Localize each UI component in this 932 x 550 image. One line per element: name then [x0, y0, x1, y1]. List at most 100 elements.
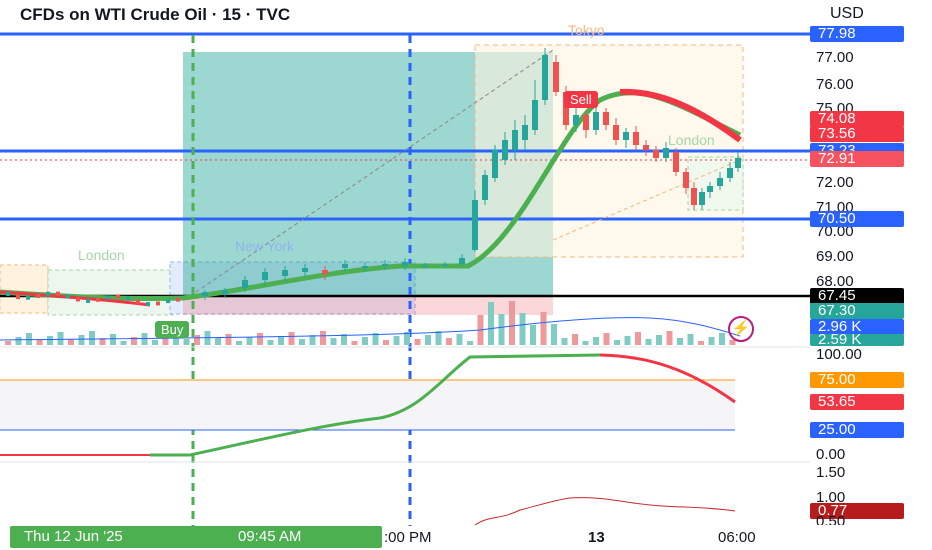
oscillator-band [0, 380, 735, 430]
time-label: :00 PM [384, 529, 432, 546]
candle-body [663, 148, 669, 158]
candle-body [222, 290, 228, 294]
volume-bar [99, 338, 106, 345]
currency-label[interactable]: USD [830, 5, 864, 22]
volume-bar [351, 341, 358, 345]
badge-72-91: 72.91 [810, 151, 904, 167]
candle-body [422, 265, 428, 267]
volume-bar [603, 333, 610, 345]
volume-bar [614, 340, 620, 345]
volume-bar [624, 336, 631, 345]
crosshair-time: 09:45 AM [238, 528, 302, 545]
volume-bar [698, 341, 704, 345]
candle-body [146, 301, 150, 306]
candle-body [322, 270, 328, 274]
candle-body [402, 262, 408, 266]
osc-tick: 0.00 [816, 446, 846, 463]
volume-bar [593, 337, 599, 345]
volume-bar [299, 339, 305, 345]
candle-body [623, 132, 629, 140]
price-tick: 77.00 [816, 49, 854, 66]
volume-bar [225, 334, 232, 345]
volume-bar [582, 341, 589, 345]
candle-body [36, 293, 40, 298]
volume-bar [677, 338, 683, 345]
indicator-tick: 0.50 [816, 514, 846, 525]
buy-signal-tag[interactable]: Buy [155, 321, 190, 338]
volume-bar [509, 301, 515, 345]
indicator-tick: 1.50 [816, 464, 846, 481]
candle-body [96, 297, 100, 302]
volume-bar [393, 336, 400, 345]
badge-73-56: 73.56 [810, 126, 904, 142]
candle-body [522, 125, 528, 140]
candle-body [46, 291, 50, 296]
candle-body [6, 292, 10, 296]
volume-bar [719, 333, 725, 345]
volume-bar [435, 331, 442, 345]
session-label-tokyo: Tokyo [568, 22, 605, 38]
volume-bar [89, 331, 95, 345]
session-label-london: London [78, 247, 125, 263]
volume-bar [236, 341, 242, 345]
volume-bar [372, 333, 379, 345]
badge-indicator-0-77: 0.77 [810, 503, 904, 519]
volume-bar [267, 340, 274, 345]
volume-bar [162, 336, 169, 345]
volume-bar [425, 335, 431, 345]
badge-volume-2-59k: 2.59 K [810, 334, 904, 346]
price-tick: 72.00 [816, 174, 854, 191]
volume-bar [288, 332, 295, 345]
volume-bar [26, 333, 32, 345]
volume-bar [519, 313, 526, 345]
candle-body [633, 132, 639, 145]
badge-volume-2-96k: 2.96 K [810, 319, 904, 335]
volume-bar [341, 334, 347, 345]
candle-body [482, 175, 488, 200]
volume-bar [666, 331, 673, 345]
session-box [0, 264, 49, 314]
price-tick: 70.00 [816, 223, 854, 240]
ma-line-red [0, 290, 151, 307]
volume-bar [572, 334, 578, 345]
candle-body [86, 298, 90, 303]
candle-body [16, 295, 20, 300]
ma-ribbon-red [619, 88, 742, 143]
badge-osc-25: 25.00 [810, 422, 904, 438]
volume-bar [540, 312, 547, 345]
candle-body [302, 268, 308, 272]
candle-body [136, 299, 140, 304]
volume-bar [215, 338, 221, 345]
candle-body [542, 55, 548, 100]
candle-body [683, 172, 689, 188]
candle-body [707, 186, 713, 192]
candle-body [202, 292, 208, 296]
volume-bar [68, 339, 74, 345]
candle-body [492, 150, 498, 178]
candle-body [156, 301, 160, 306]
badge-67-45: 67.45 [810, 288, 904, 304]
volume-bar [78, 335, 85, 345]
candle-body [593, 112, 599, 130]
volume-bar [57, 332, 64, 345]
sell-signal-tag[interactable]: Sell [564, 91, 598, 108]
candle-body [727, 168, 733, 178]
volume-bar [15, 337, 22, 345]
volume-bar [446, 338, 452, 345]
price-tick: 68.00 [816, 273, 854, 290]
tokyo-trend-line [552, 159, 741, 241]
volume-bar [362, 337, 368, 345]
volume-bar [645, 339, 652, 345]
candle-body [603, 112, 609, 125]
candle-body [26, 295, 30, 300]
flash-icon[interactable]: ⚡ [728, 316, 754, 342]
volume-bar [498, 314, 505, 345]
candle-body [583, 115, 589, 130]
volume-bar [246, 337, 253, 345]
candle-body [282, 270, 288, 276]
candle-body [459, 258, 465, 264]
volume-bar [729, 340, 736, 345]
candle-body [66, 294, 70, 299]
candle-body [653, 150, 659, 158]
